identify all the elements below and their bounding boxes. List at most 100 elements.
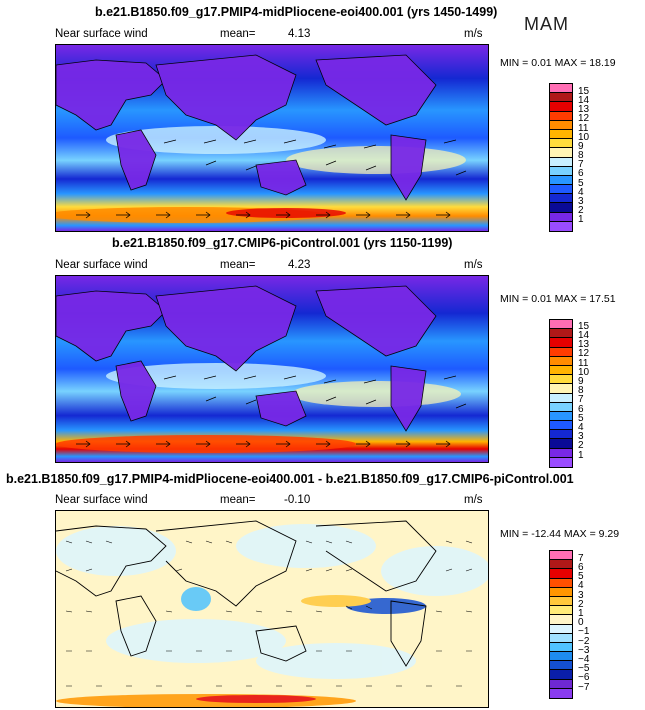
panel-2-colorbar-swatch [550,375,572,385]
panel-2-mean-value: 4.23 [288,259,311,271]
panel-2-mean-label: mean= [220,259,256,271]
panel-1-colorbar-swatch [550,157,572,167]
panel-1-colorbar-swatch [550,111,572,121]
colorbar-tick-label: 9 [578,376,584,387]
colorbar-tick-label: 5 [578,178,584,189]
panel-2-colorbar-swatch [550,347,572,357]
colorbar-tick-label: 13 [578,104,590,115]
panel-3-colorbar-swatch [550,642,572,653]
panel-3-wind-arrows [65,540,473,687]
colorbar-tick-label: −3 [578,645,590,656]
panel-1-mean-value: 4.13 [288,28,311,40]
panel-2-colorbar-swatch [550,411,572,422]
panel-3-colorbar-swatch [550,551,572,561]
panel-1-units: m/s [464,28,483,40]
panel-2-units: m/s [464,259,483,271]
panel-1-title: b.e21.B1850.f09_g17.PMIP4-midPliocene-eo… [95,5,498,19]
panel-2-colorbar-swatch [550,402,572,412]
colorbar-tick-label: −4 [578,654,590,665]
panel-2-colorbar-swatch [550,393,572,403]
panel-1-continents [56,54,437,201]
colorbar-tick-label: 4 [578,422,584,433]
panel-2-map-svg [56,276,488,462]
panel-1-map-svg [56,45,488,231]
colorbar-tick-label: −5 [578,663,590,674]
colorbar-tick-label: 7 [578,159,584,170]
panel-3-colorbar-swatch [550,624,572,634]
panel-2-continents [56,285,437,432]
colorbar-tick-label: 1 [578,214,584,225]
panel-3-colorbar [549,550,573,699]
colorbar-tick-label: −1 [578,626,590,637]
panel-2-map [55,275,489,463]
panel-1-wind-arrows [76,139,467,219]
panel-3-title: b.e21.B1850.f09_g17.PMIP4-midPliocene-eo… [6,472,574,486]
panel-3-colorbar-swatch [550,679,572,689]
colorbar-tick-label: 1 [578,608,584,619]
colorbar-tick-label: 2 [578,205,584,216]
colorbar-tick-label: 2 [578,599,584,610]
panel-2-colorbar-swatch [550,448,572,458]
panel-2-colorbar-swatch [550,430,572,440]
panel-3-units: m/s [464,494,483,506]
panel-1-colorbar-swatch [550,129,572,140]
panel-3-coastlines [56,520,437,667]
panel-1-colorbar-swatch [550,194,572,204]
panel-3-colorbar-swatch [550,670,572,680]
colorbar-tick-label: 3 [578,431,584,442]
panel-3-map [55,510,489,708]
panel-1-colorbar-swatch [550,93,572,103]
colorbar-tick-label: 6 [578,404,584,415]
panel-1-colorbar-swatch [550,175,572,186]
panel-2-colorbar-swatch [550,365,572,376]
panel-2-colorbar-swatch [550,320,572,330]
colorbar-tick-label: 3 [578,196,584,207]
colorbar-tick-label: 8 [578,150,584,161]
panel-1-colorbar-swatch [550,203,572,213]
panel-3-colorbar-swatch [550,606,572,616]
panel-1-colorbar-swatch [550,212,572,222]
panel-2-colorbar-swatch [550,457,572,467]
panel-1-variable: Near surface wind [55,28,148,40]
colorbar-tick-label: 11 [578,358,589,369]
panel-1-colorbar-swatch [550,102,572,112]
panel-1-map [55,44,489,232]
colorbar-tick-label: 10 [578,132,590,143]
panel-1-colorbar-swatch [550,120,572,130]
colorbar-tick-label: 9 [578,141,584,152]
panel-2-variable: Near surface wind [55,259,148,271]
season-label: MAM [524,14,569,34]
panel-2-colorbar-swatch [550,356,572,366]
panel-1-colorbar-swatch [550,148,572,158]
colorbar-tick-label: 12 [578,348,590,359]
colorbar-tick-label: 5 [578,571,584,582]
colorbar-tick-label: 2 [578,440,584,451]
panel-3-colorbar-swatch [550,661,572,671]
colorbar-tick-label: −7 [578,682,590,693]
colorbar-tick-label: 15 [578,321,590,332]
panel-2-colorbar-swatch [550,439,572,449]
panel-3-colorbar-swatch [550,652,572,662]
colorbar-tick-label: 6 [578,168,584,179]
panel-1-colorbar-swatch [550,139,572,149]
colorbar-tick-label: 13 [578,339,590,350]
colorbar-tick-label: 3 [578,590,584,601]
panel-2-colorbar [549,319,573,468]
colorbar-tick-label: −2 [578,636,590,647]
panel-3-colorbar-swatch [550,688,572,698]
panel-2-wind-arrows [76,375,467,448]
colorbar-tick-label: 8 [578,385,584,396]
colorbar-tick-label: 7 [578,553,584,564]
panel-2-colorbar-swatch [550,329,572,339]
colorbar-tick-label: 0 [578,617,584,628]
colorbar-tick-label: 1 [578,450,584,461]
colorbar-tick-label: 7 [578,394,584,405]
panel-1-colorbar-swatch [550,166,572,176]
colorbar-tick-label: 14 [578,95,590,106]
panel-2-title: b.e21.B1850.f09_g17.CMIP6-piControl.001 … [112,236,453,250]
panel-3-mean-value: -0.10 [284,494,311,506]
panel-3-colorbar-swatch [550,615,572,625]
panel-3-colorbar-swatch [550,596,572,607]
panel-1-colorbar-swatch [550,221,572,231]
panel-3-mean-label: mean= [220,494,256,506]
